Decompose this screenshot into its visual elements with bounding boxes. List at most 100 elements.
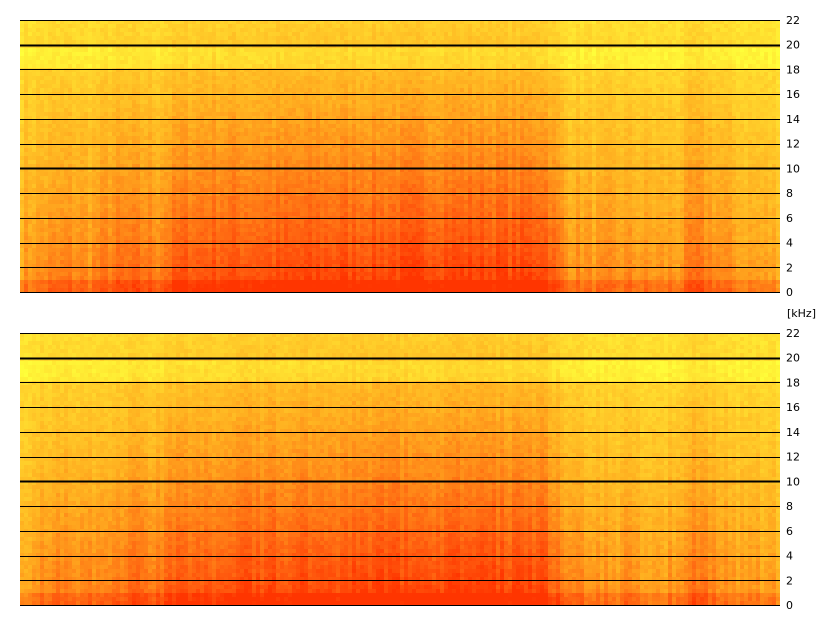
spectrogram-cell	[140, 80, 144, 84]
spectrogram-cell	[240, 200, 244, 204]
spectrogram-cell	[56, 256, 60, 260]
spectrogram-cell	[164, 84, 168, 88]
spectrogram-cell	[60, 280, 64, 284]
spectrogram-cell	[276, 20, 280, 24]
spectrogram-cell	[84, 236, 88, 240]
spectrogram-cell	[184, 108, 188, 112]
spectrogram-cell	[272, 24, 276, 28]
spectrogram-cell	[296, 140, 300, 144]
spectrogram-cell	[116, 140, 120, 144]
spectrogram-cell	[100, 224, 104, 228]
spectrogram-cell	[240, 144, 244, 148]
spectrogram-cell	[128, 196, 132, 200]
spectrogram-cell	[172, 144, 176, 148]
spectrogram-cell	[108, 232, 112, 236]
spectrogram-cell	[100, 276, 104, 280]
spectrogram-cell	[40, 160, 44, 164]
spectrogram-cell	[220, 80, 224, 84]
spectrogram-cell	[132, 176, 136, 180]
spectrogram-cell	[136, 52, 140, 56]
spectrogram-cell	[168, 120, 172, 124]
spectrogram-cell	[28, 236, 32, 240]
spectrogram-cell	[160, 180, 164, 184]
spectrogram-cell	[244, 48, 248, 52]
spectrogram-cell	[92, 36, 96, 40]
spectrogram-cell	[28, 204, 32, 208]
spectrogram-cell	[172, 220, 176, 224]
spectrogram-cell	[284, 72, 288, 76]
spectrogram-cell	[116, 88, 120, 92]
spectrogram-cell	[280, 28, 284, 32]
spectrogram-cell	[144, 196, 148, 200]
spectrogram-cell	[284, 88, 288, 92]
spectrogram-cell	[132, 220, 136, 224]
spectrogram-cell	[32, 136, 36, 140]
spectrogram-cell	[312, 140, 316, 144]
spectrogram-cell	[64, 56, 68, 60]
spectrogram-cell	[132, 148, 136, 152]
spectrogram-cell	[276, 88, 280, 92]
spectrogram-cell	[116, 180, 120, 184]
spectrogram-cell	[76, 232, 80, 236]
spectrogram-cell	[76, 24, 80, 28]
spectrogram-cell	[212, 72, 216, 76]
spectrogram-cell	[292, 156, 296, 160]
spectrogram-cell	[304, 52, 308, 56]
spectrogram-cell	[264, 84, 268, 88]
spectrogram-cell	[68, 264, 72, 268]
spectrogram-cell	[260, 232, 264, 236]
spectrogram-cell	[20, 80, 24, 84]
spectrogram-cell	[88, 72, 92, 76]
spectrogram-cell	[60, 56, 64, 60]
spectrogram-cell	[244, 88, 248, 92]
spectrogram-cell	[232, 188, 236, 192]
spectrogram-cell	[240, 48, 244, 52]
spectrogram-cell	[84, 196, 88, 200]
spectrogram-cell	[244, 20, 248, 24]
spectrogram-cell	[228, 212, 232, 216]
spectrogram-cell	[304, 176, 308, 180]
spectrogram-cell	[116, 276, 120, 280]
spectrogram-cell	[264, 108, 268, 112]
spectrogram-cell	[88, 144, 92, 148]
spectrogram-cell	[252, 116, 256, 120]
spectrogram-cell	[100, 240, 104, 244]
spectrogram-cell	[244, 56, 248, 60]
spectrogram-cell	[248, 136, 252, 140]
spectrogram-cell	[92, 148, 96, 152]
spectrogram-cell	[292, 104, 296, 108]
spectrogram-cell	[264, 280, 268, 284]
spectrogram-cell	[104, 100, 108, 104]
spectrogram-cell	[24, 80, 28, 84]
spectrogram-cell	[260, 280, 264, 284]
spectrogram-cell	[272, 180, 276, 184]
spectrogram-cell	[92, 116, 96, 120]
spectrogram-cell	[44, 24, 48, 28]
spectrogram-cell	[188, 136, 192, 140]
spectrogram-cell	[292, 160, 296, 164]
spectrogram-cell	[32, 232, 36, 236]
spectrogram-cell	[128, 212, 132, 216]
spectrogram-cell	[160, 244, 164, 248]
spectrogram-cell	[148, 72, 152, 76]
spectrogram-cell	[120, 288, 124, 292]
spectrogram-cell	[52, 120, 56, 124]
spectrogram-cell	[304, 204, 308, 208]
spectrogram-cell	[276, 104, 280, 108]
spectrogram-cell	[108, 128, 112, 132]
spectrogram-cell	[264, 40, 268, 44]
spectrogram-cell	[204, 264, 208, 268]
spectrogram-cell	[288, 200, 292, 204]
spectrogram-cell	[36, 156, 40, 160]
spectrogram-cell	[96, 76, 100, 80]
spectrogram-cell	[36, 244, 40, 248]
spectrogram-cell	[48, 128, 52, 132]
spectrogram-cell	[148, 276, 152, 280]
spectrogram-cell	[128, 144, 132, 148]
spectrogram-cell	[276, 120, 280, 124]
spectrogram-cell	[112, 128, 116, 132]
spectrogram-cell	[272, 80, 276, 84]
spectrogram-cell	[60, 288, 64, 292]
spectrogram-cell	[252, 220, 256, 224]
spectrogram-cell	[140, 284, 144, 288]
